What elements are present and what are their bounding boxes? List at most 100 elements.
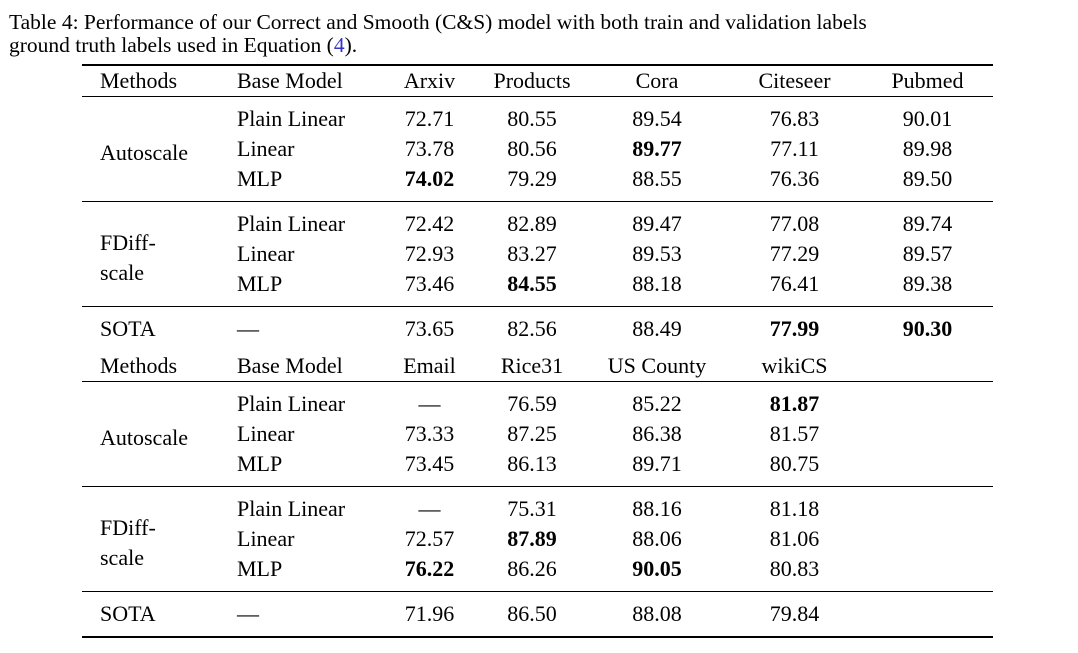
value-cell: —	[382, 486, 477, 524]
value-cell: 74.02	[404, 166, 455, 191]
table-row: MLP 73.45 86.13 89.71 80.75	[82, 449, 993, 487]
method-label: Autoscale	[82, 381, 222, 487]
base-model-cell: Linear	[237, 421, 295, 446]
value-cell: 76.59	[477, 381, 587, 419]
value-cell: 90.05	[632, 556, 682, 581]
method-label: SOTA	[82, 591, 222, 638]
value-cell: 86.13	[507, 451, 557, 476]
base-model-cell: MLP	[237, 556, 283, 581]
value-cell: 72.71	[382, 96, 477, 134]
value-cell: 88.08	[587, 591, 727, 638]
value-cell: 88.49	[587, 306, 727, 351]
value-cell: 77.99	[727, 306, 862, 351]
value-cell: 89.47	[587, 201, 727, 239]
value-cell: 89.74	[862, 201, 993, 239]
value-cell: 82.89	[477, 201, 587, 239]
caption-line-2: ground truth labels used in Equation (4)…	[9, 34, 1073, 57]
value-cell: 89.77	[632, 136, 682, 161]
value-cell	[862, 554, 993, 592]
value-cell: 77.11	[770, 136, 819, 161]
value-cell: 73.33	[404, 421, 455, 446]
base-model-cell: —	[222, 591, 382, 638]
base-model-cell: MLP	[237, 451, 283, 476]
value-cell: 89.57	[902, 241, 953, 266]
base-model-cell: Plain Linear	[222, 96, 382, 134]
value-cell: 81.87	[727, 381, 862, 419]
table-row: FDiff-scale Plain Linear 72.42 82.89 89.47 77…	[82, 201, 993, 307]
value-cell: 79.84	[727, 591, 862, 638]
column-header: Arxiv	[382, 64, 477, 97]
value-cell	[862, 381, 993, 419]
value-cell: 86.26	[507, 556, 557, 581]
caption-line-1: Table 4: Performance of our Correct and …	[9, 11, 867, 34]
value-cell: 89.54	[587, 96, 727, 134]
value-cell: 80.75	[769, 451, 820, 476]
value-cell: 80.55	[477, 96, 587, 134]
column-header: Email	[403, 353, 456, 378]
column-header: Methods	[82, 64, 222, 97]
value-cell: 86.38	[632, 421, 682, 446]
table-row: Linear 72.93 83.27 89.53 77.29 89.57	[82, 239, 993, 269]
value-cell: 85.22	[587, 381, 727, 419]
column-header	[862, 351, 993, 382]
base-model-cell: Linear	[237, 241, 295, 266]
value-cell: 88.16	[587, 486, 727, 524]
column-header: Rice31	[500, 353, 564, 378]
value-cell	[862, 591, 993, 638]
table-row: MLP 76.22 86.26 90.05 80.83	[82, 554, 993, 592]
value-cell: 89.71	[632, 451, 682, 476]
table-caption: Table 4: Performance of our Correct and …	[9, 11, 1073, 57]
table-row: MLP 73.46 84.55 88.18 76.41 89.38	[82, 269, 993, 307]
equation-reference-link[interactable]: 4	[333, 33, 345, 57]
column-header: Pubmed	[862, 64, 993, 97]
value-cell: 73.65	[382, 306, 477, 351]
base-model-cell: —	[222, 306, 382, 351]
column-header: Products	[477, 64, 587, 97]
value-cell: 77.29	[769, 241, 820, 266]
value-cell: 88.06	[632, 526, 682, 551]
method-label: Autoscale	[82, 96, 222, 202]
value-cell: 71.96	[382, 591, 477, 638]
value-cell: 90.01	[862, 96, 993, 134]
value-cell: —	[382, 381, 477, 419]
value-cell: 72.93	[404, 241, 455, 266]
caption-line-2-end: ).	[344, 33, 358, 57]
value-cell: 73.46	[404, 271, 455, 296]
method-label-line: FDiff-	[100, 229, 156, 255]
value-cell: 89.38	[902, 271, 953, 296]
base-model-cell: Plain Linear	[222, 201, 382, 239]
value-cell: 72.42	[382, 201, 477, 239]
value-cell: 76.83	[727, 96, 862, 134]
table-row: Linear 72.57 87.89 88.06 81.06	[82, 524, 993, 554]
value-cell: 73.45	[404, 451, 455, 476]
value-cell: 77.08	[727, 201, 862, 239]
column-header: Citeseer	[727, 64, 862, 97]
value-cell: 89.53	[632, 241, 682, 266]
value-cell: 89.50	[902, 166, 953, 191]
value-cell: 76.41	[769, 271, 820, 296]
column-header: Base Model	[222, 64, 382, 97]
value-cell: 80.56	[507, 136, 557, 161]
value-cell: 83.27	[507, 241, 557, 266]
method-label: SOTA	[82, 306, 222, 351]
value-cell: 73.78	[404, 136, 455, 161]
column-header: Methods	[100, 353, 177, 378]
table-row: FDiff-scale Plain Linear —75.31 88.16 81.18	[82, 486, 993, 592]
method-label-line: Autoscale	[100, 139, 188, 165]
method-label-line: scale	[100, 259, 144, 285]
table-row: Linear 73.78 80.56 89.77 77.11 89.98	[82, 134, 993, 164]
base-model-cell: MLP	[237, 271, 283, 296]
value-cell: 81.06	[769, 526, 820, 551]
value-cell: 87.25	[507, 421, 557, 446]
table-row: Autoscale Plain Linear 72.71 80.55 89.54 76.8…	[82, 96, 993, 202]
table-row: Autoscale Plain Linear —76.59 85.22 81.87	[82, 381, 993, 487]
table-row: Linear 73.33 87.25 86.38 81.57	[82, 419, 993, 449]
value-cell: 89.98	[902, 136, 953, 161]
sota-row: SOTA —71.96 86.50 88.08 79.84	[82, 591, 993, 638]
method-label-line: scale	[100, 544, 144, 570]
sota-row: SOTA —73.65 82.56 88.49 77.99 90.30	[82, 306, 993, 351]
column-header: wikiCS	[761, 353, 828, 378]
base-model-cell: Linear	[237, 526, 295, 551]
value-cell	[862, 524, 993, 554]
value-cell: 80.83	[769, 556, 820, 581]
